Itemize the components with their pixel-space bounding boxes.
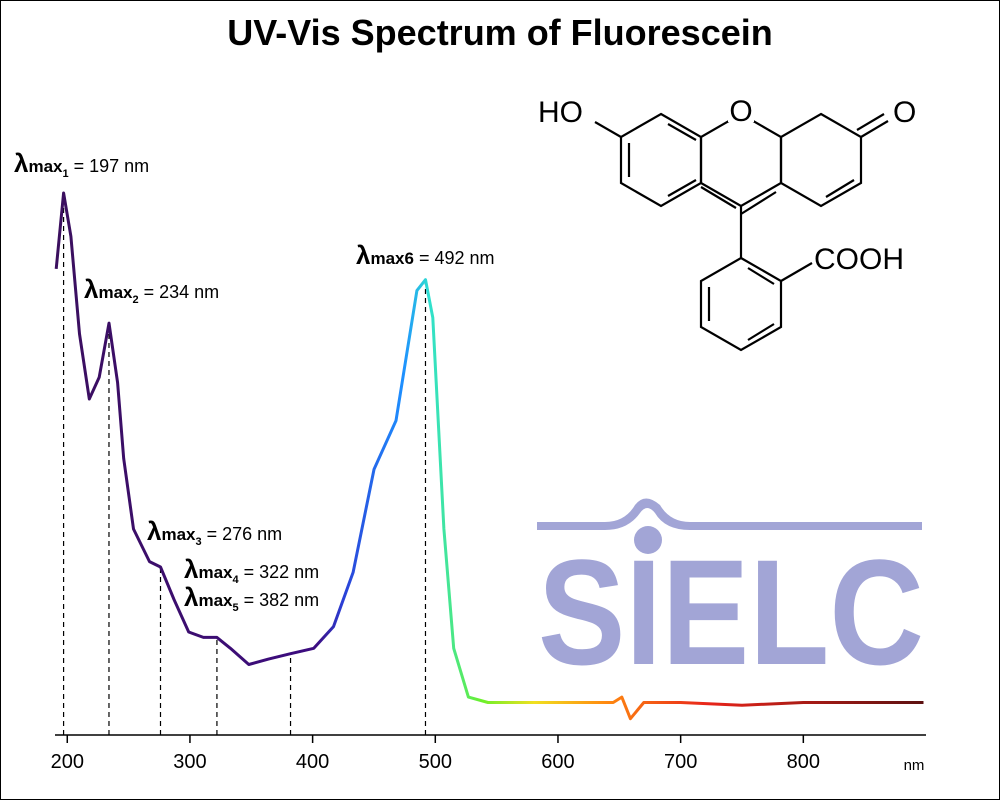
logo-text: SIELC <box>538 528 924 696</box>
peak-label: λmax4 = 322 nm <box>184 554 319 586</box>
peak-text: = 382 nm <box>239 590 320 610</box>
lambda: λ <box>356 240 371 270</box>
bond <box>667 179 697 197</box>
x-tick-label: 200 <box>51 751 84 773</box>
atom-label: HO <box>538 96 583 129</box>
bond <box>860 120 889 138</box>
max: max <box>370 249 405 268</box>
peak-label: λmax3 = 276 nm <box>147 516 282 548</box>
index: 2 <box>133 294 139 306</box>
x-tick-label: 300 <box>173 751 206 773</box>
bond <box>780 262 813 282</box>
atom-label: O <box>893 96 916 129</box>
index: 5 <box>233 602 239 614</box>
index: 4 <box>233 574 240 586</box>
bond <box>856 113 885 131</box>
peak-label: λmax6 = 492 nm <box>356 240 495 270</box>
lambda: λ <box>84 274 99 304</box>
index: 6 <box>405 249 414 268</box>
x-tick-label: 600 <box>541 751 574 773</box>
x-unit: nm <box>904 757 925 774</box>
bond <box>825 179 855 198</box>
bond <box>747 267 775 285</box>
peak-text: = 322 nm <box>239 562 320 582</box>
x-tick-label: 500 <box>419 751 452 773</box>
max: max <box>198 563 233 582</box>
index: 3 <box>196 536 202 548</box>
logo: SIELC <box>537 498 924 696</box>
x-tick-label: 700 <box>664 751 697 773</box>
bond <box>594 121 622 138</box>
peak-label: λmax1 = 197 nm <box>14 148 149 180</box>
max: max <box>98 283 133 302</box>
atom-label: COOH <box>814 243 904 276</box>
index: 1 <box>63 168 69 180</box>
logo-swoosh <box>537 498 922 530</box>
bond <box>747 323 775 341</box>
x-tick-label: 400 <box>296 751 329 773</box>
lambda: λ <box>147 516 162 546</box>
label-bg <box>728 96 754 122</box>
lambda: λ <box>184 554 199 584</box>
peak-label: λmax5 = 382 nm <box>184 582 319 614</box>
max: max <box>28 157 63 176</box>
spectrum-line <box>54 191 924 721</box>
bond <box>740 191 777 215</box>
max: max <box>198 591 233 610</box>
peak-text: = 276 nm <box>202 524 283 544</box>
bond <box>700 186 737 209</box>
structure <box>594 112 889 352</box>
peak-text: = 492 nm <box>414 248 495 268</box>
peak-text: = 197 nm <box>69 156 150 176</box>
max: max <box>161 525 196 544</box>
peak-label: λmax2 = 234 nm <box>84 274 219 306</box>
bond <box>667 123 697 141</box>
atom-label: O <box>729 95 752 128</box>
lambda: λ <box>14 148 29 178</box>
peak-text: = 234 nm <box>139 282 220 302</box>
chart-title: UV-Vis Spectrum of Fluorescein <box>227 12 772 53</box>
lambda: λ <box>184 582 199 612</box>
logo-dot <box>634 526 662 554</box>
x-tick-label: 800 <box>787 751 820 773</box>
